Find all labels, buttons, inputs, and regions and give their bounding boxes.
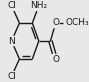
Text: N: N [8,36,15,46]
Text: Cl: Cl [7,1,16,10]
Text: NH₂: NH₂ [30,1,47,10]
Text: OCH₃: OCH₃ [65,19,89,27]
Text: O: O [52,55,59,63]
Text: O: O [52,19,59,27]
Text: Cl: Cl [7,72,16,81]
